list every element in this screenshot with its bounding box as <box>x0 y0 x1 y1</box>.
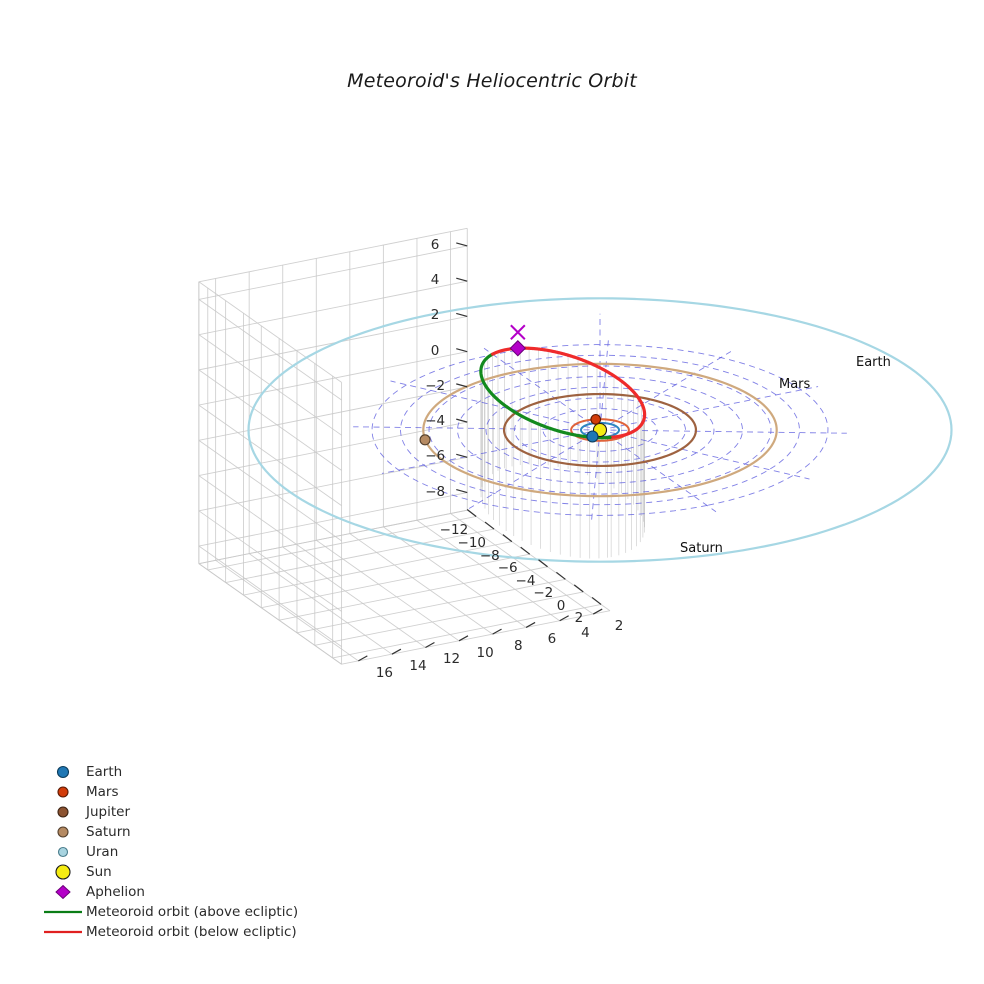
planet-orbit-paths <box>247 297 953 563</box>
y-tick-2: 6 <box>547 631 557 648</box>
legend-item-jupiter[interactable]: Jupiter <box>40 802 320 822</box>
legend-marker-circle-icon <box>40 782 86 802</box>
legend-marker-circle-icon <box>40 802 86 822</box>
legend-marker-circle-icon <box>40 762 86 782</box>
z-tick-7: −8 <box>425 483 446 500</box>
z-tick-3: 0 <box>430 342 440 359</box>
z-tick-0: 6 <box>430 236 440 253</box>
x-tick-5: −2 <box>533 585 554 602</box>
z-tick-4: −2 <box>425 377 446 394</box>
x-tick-2: −8 <box>479 547 500 564</box>
x-tick-3: −6 <box>497 560 518 577</box>
y-tick-6: 14 <box>409 658 427 675</box>
legend-item-aphelion[interactable]: Aphelion <box>40 882 320 902</box>
x-tick-7: 2 <box>574 610 584 627</box>
page-title: Meteoroid's Heliocentric Orbit <box>347 70 637 92</box>
legend-item-earth[interactable]: Earth <box>40 762 320 782</box>
x-tick-4: −4 <box>515 572 536 589</box>
legend-label: Mars <box>86 784 119 800</box>
legend-line-swatch <box>40 922 86 942</box>
legend-label: Sun <box>86 864 112 880</box>
y-tick-5: 12 <box>442 651 461 668</box>
legend-marker-circle-icon <box>40 862 86 882</box>
y-tick-4: 10 <box>476 644 494 661</box>
legend-item-meteoroid-orbit-above-ecliptic[interactable]: Meteoroid orbit (above ecliptic) <box>40 902 320 922</box>
y-tick-1: 4 <box>581 624 590 641</box>
legend-label: Jupiter <box>86 804 131 820</box>
x-tick-6: 0 <box>556 597 566 614</box>
legend-item-uran[interactable]: Uran <box>40 842 320 862</box>
x-tick-0: −12 <box>439 522 469 539</box>
mars-label: Mars <box>779 377 811 392</box>
earth-label: Earth <box>856 355 891 370</box>
x-tick-1: −10 <box>457 535 487 552</box>
legend-label: Earth <box>86 764 123 780</box>
legend-label: Uran <box>86 844 119 860</box>
legend-marker-circle-icon <box>40 822 86 842</box>
legend-line-swatch <box>40 902 86 922</box>
axis-ticks <box>358 242 603 662</box>
y-tick-7: 16 <box>375 664 394 681</box>
legend-item-sun[interactable]: Sun <box>40 862 320 882</box>
polar-grid <box>353 313 847 523</box>
z-tick-5: −4 <box>425 413 446 430</box>
legend-label: Meteoroid orbit (above ecliptic) <box>86 904 299 920</box>
legend-marker-diamond-icon <box>40 882 86 902</box>
legend-item-mars[interactable]: Mars <box>40 782 320 802</box>
legend-item-saturn[interactable]: Saturn <box>40 822 320 842</box>
legend: Earth Mars Jupiter Saturn Uran Sun Aphelion Met… <box>40 762 320 942</box>
z-tick-6: −6 <box>425 448 446 465</box>
legend-item-meteoroid-orbit-below-ecliptic[interactable]: Meteoroid orbit (below ecliptic) <box>40 922 320 942</box>
legend-marker-circle-icon <box>40 842 86 862</box>
y-tick-0: 2 <box>614 618 624 635</box>
legend-label: Aphelion <box>86 884 145 900</box>
z-tick-1: 4 <box>430 272 440 289</box>
meteoroid-orbit-path <box>479 346 647 440</box>
saturn-label: Saturn <box>680 541 723 556</box>
y-tick-3: 8 <box>514 638 523 655</box>
z-tick-2: 2 <box>430 307 440 324</box>
body-markers <box>419 324 608 446</box>
pane-grid <box>198 227 611 665</box>
legend-label: Meteoroid orbit (below ecliptic) <box>86 924 297 940</box>
legend-label: Saturn <box>86 824 131 840</box>
